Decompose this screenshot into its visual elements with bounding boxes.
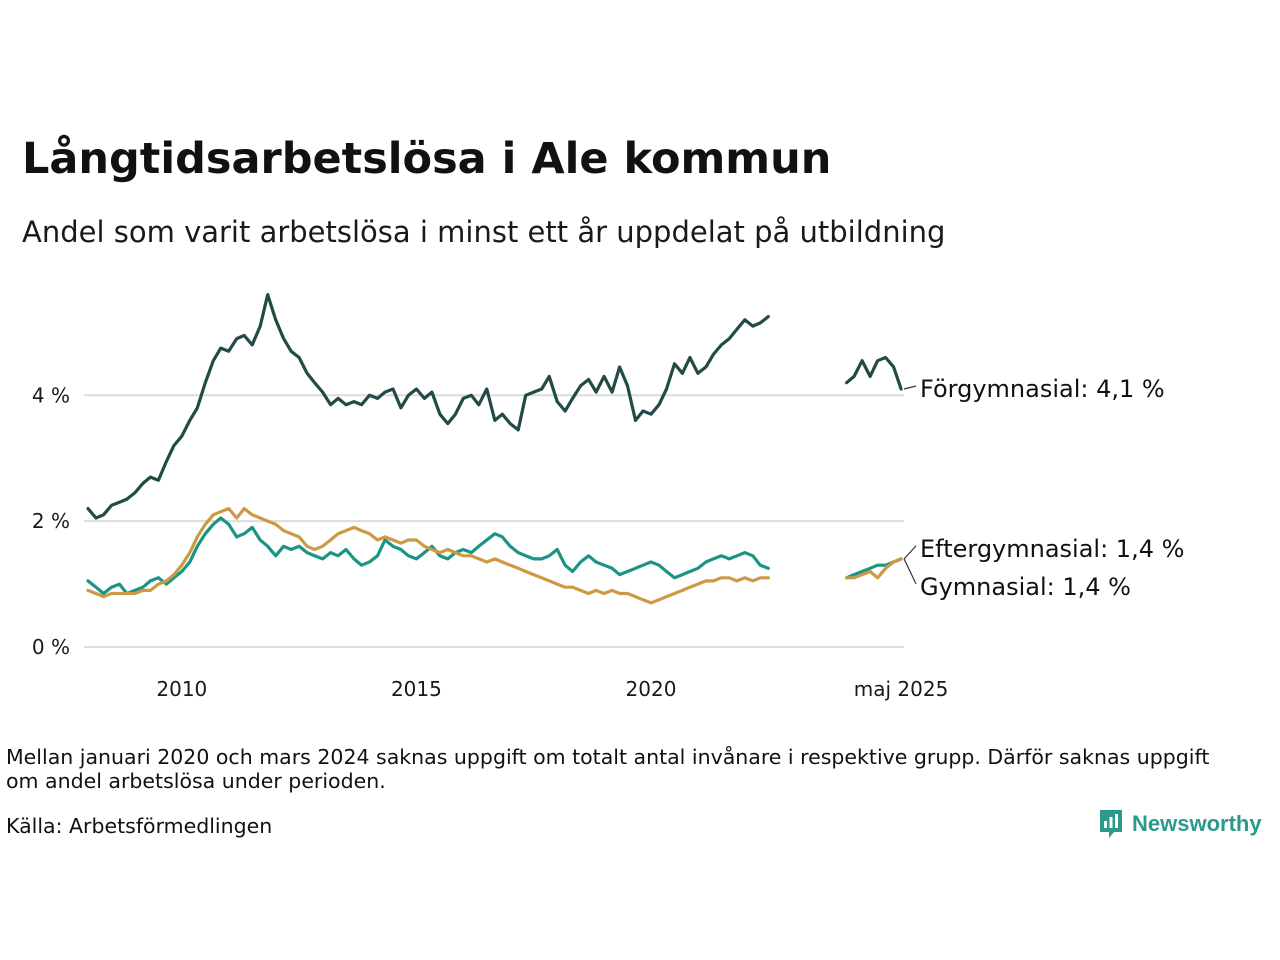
series-end-labels: Förgymnasial: 4,1 % Eftergymnasial: 1,4 %…	[903, 375, 1184, 601]
series-eftergymnasial	[86, 516, 903, 596]
series-line	[86, 293, 770, 520]
series-end-label: Eftergymnasial: 1,4 %	[920, 535, 1184, 563]
series-förgymnasial	[86, 293, 903, 520]
series-line	[845, 355, 903, 391]
chart-subtitle: Andel som varit arbetslösa i minst ett å…	[22, 215, 946, 249]
x-tick-label: 2015	[391, 677, 442, 701]
newsworthy-logo: Newsworthy	[1098, 808, 1262, 840]
series-end-label: Förgymnasial: 4,1 %	[920, 375, 1165, 403]
y-tick-label: 0 %	[32, 635, 70, 659]
x-tick-label: 2010	[156, 677, 207, 701]
source-text: Källa: Arbetsförmedlingen	[6, 814, 273, 838]
chart-title: Långtidsarbetslösa i Ale kommun	[22, 134, 832, 184]
label-leader-line	[903, 558, 917, 585]
series-lines	[86, 293, 903, 605]
y-tick-label: 2 %	[32, 509, 70, 533]
series-end-label: Gymnasial: 1,4 %	[920, 573, 1131, 601]
x-tick-label: maj 2025	[854, 677, 949, 701]
x-axis: 2010 2015 2020 maj 2025	[156, 677, 948, 701]
y-tick-label: 4 %	[32, 383, 70, 407]
y-axis: 0 % 2 % 4 %	[32, 383, 70, 659]
series-gymnasial	[86, 507, 903, 605]
brand-name: Newsworthy	[1132, 811, 1262, 836]
gridlines	[84, 394, 904, 648]
series-line	[845, 557, 903, 580]
label-leader-line	[903, 385, 917, 390]
footnote: Mellan januari 2020 och mars 2024 saknas…	[6, 745, 1210, 793]
logo-icon	[1100, 810, 1122, 838]
x-tick-label: 2020	[626, 677, 677, 701]
label-leader-line	[903, 545, 917, 560]
series-line	[86, 516, 770, 596]
series-line	[86, 507, 770, 605]
